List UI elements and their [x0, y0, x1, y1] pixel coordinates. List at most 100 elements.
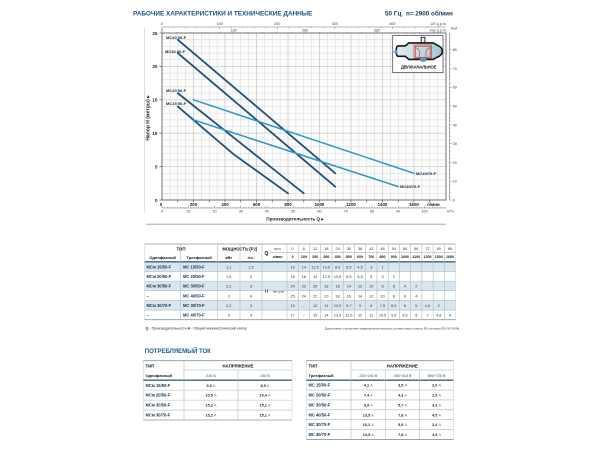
- svg-text:7,5: 7,5: [380, 304, 385, 308]
- svg-text:100: 100: [231, 29, 237, 33]
- svg-text:м³/ч: м³/ч: [447, 209, 454, 213]
- svg-text:1200: 1200: [424, 255, 432, 259]
- svg-text:Трехфазный: Трехфазный: [187, 255, 213, 260]
- svg-text:МСм 30/50-F: МСм 30/50-F: [147, 284, 172, 289]
- svg-text:10,5: 10,5: [323, 265, 330, 269]
- svg-text:20: 20: [324, 294, 328, 298]
- svg-text:15: 15: [313, 314, 317, 318]
- svg-text:0: 0: [161, 29, 163, 33]
- svg-text:9,5: 9,5: [391, 314, 396, 318]
- svg-text:Трехфазный: Трехфазный: [309, 373, 335, 378]
- svg-text:24: 24: [291, 285, 295, 289]
- svg-text:3: 3: [370, 265, 372, 269]
- svg-text:100: 100: [301, 255, 307, 259]
- svg-text:3: 3: [250, 304, 252, 308]
- svg-text:0: 0: [161, 22, 163, 26]
- svg-text:200: 200: [190, 202, 198, 207]
- svg-text:ТИП: ТИП: [146, 364, 155, 369]
- svg-text:0: 0: [155, 198, 158, 203]
- svg-text:МС40 50-F: МС40 50-F: [166, 35, 187, 40]
- svg-text:20: 20: [212, 209, 216, 213]
- svg-text:Q - Производительность Н -: Q - Производительность Н - Общий маномет…: [146, 327, 247, 331]
- svg-text:2: 2: [438, 304, 440, 308]
- svg-text:18: 18: [324, 285, 328, 289]
- svg-text:0: 0: [292, 247, 294, 251]
- svg-text:70: 70: [453, 67, 457, 71]
- svg-text:5: 5: [415, 304, 417, 308]
- svg-text:4,8: 4,8: [436, 314, 441, 318]
- svg-text:6: 6: [303, 247, 305, 251]
- svg-text:3: 3: [250, 285, 252, 289]
- svg-text:8: 8: [393, 294, 395, 298]
- svg-text:12: 12: [369, 294, 373, 298]
- svg-text:10: 10: [186, 209, 190, 213]
- svg-text:2: 2: [250, 275, 252, 279]
- svg-text:л/мин: л/мин: [273, 255, 283, 259]
- svg-text:1000: 1000: [401, 255, 409, 259]
- svg-text:10,2 А: 10,2 А: [363, 423, 374, 427]
- svg-text:25: 25: [291, 294, 295, 298]
- svg-text:8: 8: [381, 285, 383, 289]
- svg-text:МС 15/50-F: МС 15/50-F: [309, 383, 331, 388]
- svg-text:14: 14: [358, 294, 362, 298]
- svg-text:12: 12: [358, 285, 362, 289]
- svg-text:МС 40/70-F: МС 40/70-F: [183, 313, 205, 318]
- svg-text:2,2: 2,2: [226, 285, 231, 289]
- svg-text:6,5: 6,5: [391, 304, 396, 308]
- svg-text:60: 60: [453, 86, 457, 90]
- svg-text:1000: 1000: [315, 202, 325, 207]
- svg-text:690÷720 В: 690÷720 В: [428, 374, 446, 378]
- svg-text:1500: 1500: [435, 255, 443, 259]
- svg-text:МС 30/50-F: МС 30/50-F: [309, 402, 331, 407]
- svg-text:18: 18: [291, 275, 295, 279]
- svg-text:Imp g.p.m.: Imp g.p.m.: [430, 29, 447, 33]
- svg-text:16: 16: [347, 294, 351, 298]
- svg-text:20: 20: [313, 285, 317, 289]
- svg-text:16: 16: [335, 285, 339, 289]
- svg-text:72: 72: [425, 247, 429, 251]
- svg-text:13: 13: [291, 304, 295, 308]
- svg-text:8: 8: [415, 314, 417, 318]
- svg-text:15,2 А: 15,2 А: [206, 414, 217, 418]
- svg-text:30: 30: [453, 142, 457, 146]
- svg-text:5,7 А: 5,7 А: [398, 403, 407, 407]
- svg-text:3: 3: [381, 275, 383, 279]
- svg-text:12,5: 12,5: [311, 265, 318, 269]
- svg-text:0: 0: [161, 209, 163, 213]
- svg-text:Допустимые отклонения характер: Допустимые отклонения характеристик насо…: [325, 327, 461, 331]
- svg-text:5: 5: [370, 275, 372, 279]
- svg-text:10,5: 10,5: [334, 275, 341, 279]
- svg-text:0: 0: [453, 199, 455, 203]
- svg-text:8,5: 8,5: [346, 275, 351, 279]
- svg-text:230 В: 230 В: [206, 374, 216, 378]
- svg-text:НАПРЯЖЕНИЕ: НАПРЯЖЕНИЕ: [387, 364, 418, 369]
- svg-text:13,5: 13,5: [334, 314, 341, 318]
- svg-text:22: 22: [302, 285, 306, 289]
- svg-text:200: 200: [312, 255, 318, 259]
- svg-text:Н: Н: [265, 289, 269, 295]
- svg-text:7,8 А: 7,8 А: [398, 433, 407, 437]
- svg-text:метры: метры: [273, 290, 284, 294]
- svg-text:36: 36: [358, 247, 362, 251]
- svg-text:9,0 А: 9,0 А: [207, 384, 216, 388]
- svg-text:4: 4: [250, 314, 252, 318]
- svg-text:–: –: [147, 293, 150, 298]
- svg-text:24: 24: [335, 247, 339, 251]
- svg-text:2,2: 2,2: [226, 304, 231, 308]
- svg-text:МСм 20/50-F: МСм 20/50-F: [147, 274, 172, 279]
- svg-text:700: 700: [368, 255, 374, 259]
- svg-text:12,5: 12,5: [345, 314, 352, 318]
- svg-text:24: 24: [302, 294, 306, 298]
- svg-text:МС30 50-F: МС30 50-F: [165, 49, 186, 54]
- svg-text:14: 14: [302, 265, 306, 269]
- svg-text:Напор Н (метры) ▸: Напор Н (метры) ▸: [145, 95, 151, 141]
- svg-text:7,8 А: 7,8 А: [398, 413, 407, 417]
- svg-text:МС 40/50-F: МС 40/50-F: [183, 293, 205, 298]
- svg-text:60: 60: [317, 209, 321, 213]
- svg-text:МС 30/70-F: МС 30/70-F: [309, 422, 331, 427]
- svg-text:1,1: 1,1: [226, 265, 231, 269]
- svg-text:ТИП: ТИП: [309, 364, 318, 369]
- svg-text:МС 30/70-F: МС 30/70-F: [183, 303, 205, 308]
- svg-text:40: 40: [265, 209, 269, 213]
- svg-text:2: 2: [415, 285, 417, 289]
